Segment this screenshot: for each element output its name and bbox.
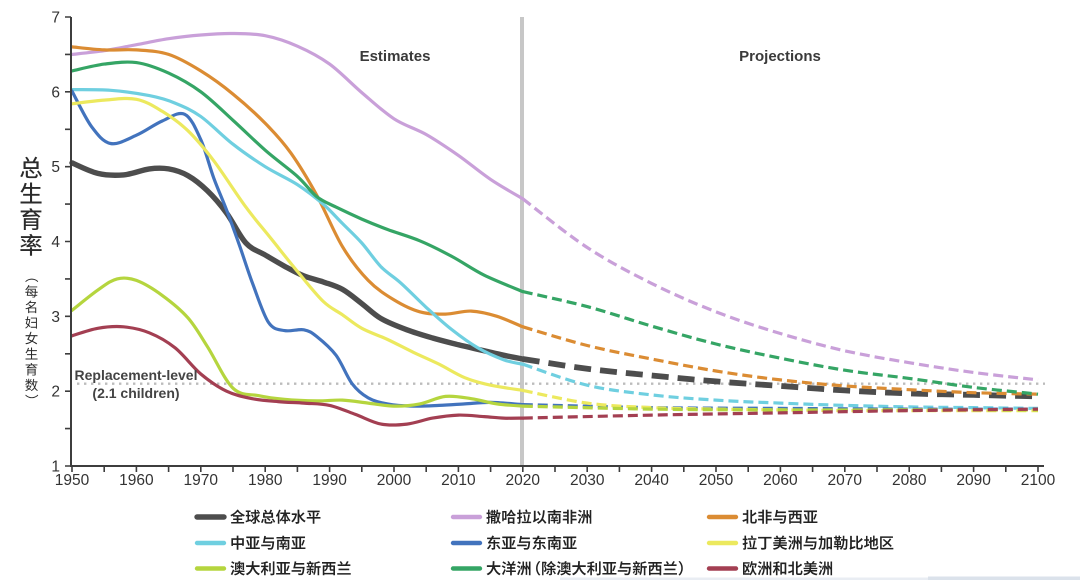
svg-text:2090: 2090 xyxy=(956,472,991,489)
svg-text:6: 6 xyxy=(51,84,60,101)
svg-text:2100: 2100 xyxy=(1021,472,1056,489)
svg-text:1990: 1990 xyxy=(312,472,347,489)
svg-text:2060: 2060 xyxy=(763,472,798,489)
svg-text:1950: 1950 xyxy=(55,472,90,489)
svg-text:2000: 2000 xyxy=(377,472,412,489)
svg-text:5: 5 xyxy=(51,159,60,176)
svg-text:2070: 2070 xyxy=(828,472,863,489)
svg-text:Projections: Projections xyxy=(739,48,821,65)
svg-text:1960: 1960 xyxy=(119,472,154,489)
svg-text:2040: 2040 xyxy=(634,472,669,489)
svg-text:2050: 2050 xyxy=(699,472,734,489)
svg-text:Replacement-level: Replacement-level xyxy=(75,367,198,383)
svg-text:7: 7 xyxy=(51,10,60,27)
svg-text:2: 2 xyxy=(51,384,60,401)
svg-text:2010: 2010 xyxy=(441,472,476,489)
svg-text:1: 1 xyxy=(51,459,60,476)
svg-text:1970: 1970 xyxy=(184,472,219,489)
svg-text:(2.1 children): (2.1 children) xyxy=(92,385,179,401)
svg-text:2080: 2080 xyxy=(892,472,927,489)
svg-text:4: 4 xyxy=(51,234,60,251)
svg-text:Estimates: Estimates xyxy=(360,48,431,65)
svg-text:2020: 2020 xyxy=(506,472,541,489)
svg-text:3: 3 xyxy=(51,309,60,326)
svg-text:1980: 1980 xyxy=(248,472,283,489)
svg-text:2030: 2030 xyxy=(570,472,605,489)
